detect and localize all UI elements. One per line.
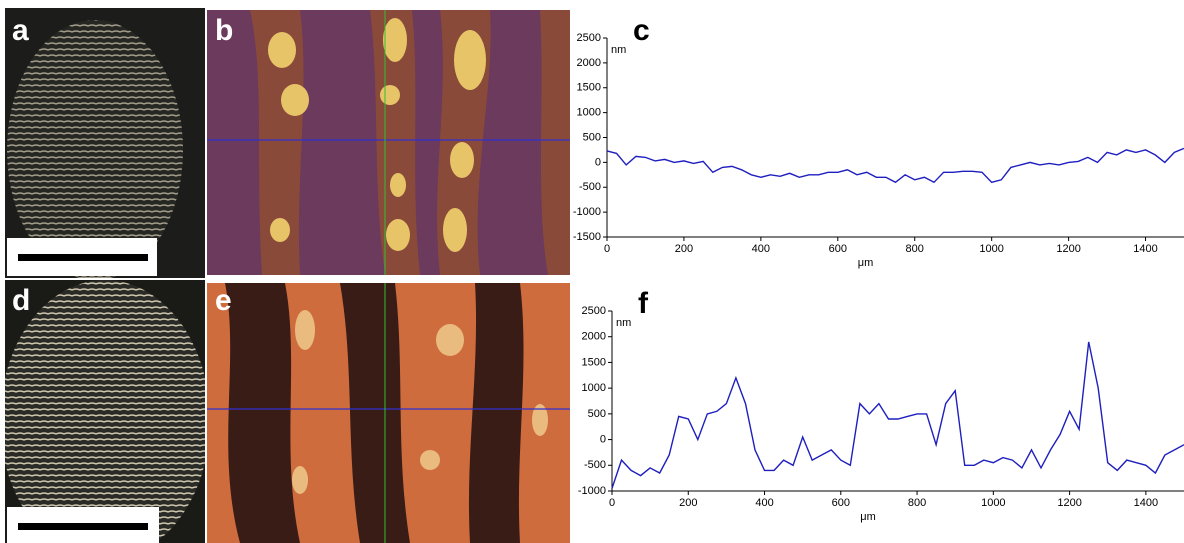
y-tick-label: 0 (595, 156, 601, 168)
y-tick-label: 500 (583, 131, 601, 143)
y-unit: nm (611, 44, 626, 56)
panel-letter: d (12, 284, 30, 317)
x-tick-label: 0 (604, 243, 610, 255)
x-axis-label: μm (858, 257, 874, 269)
y-tick-label: 2500 (582, 305, 606, 317)
y-tick-label: 2500 (577, 32, 601, 44)
panel-letter: c (633, 14, 650, 47)
y-tick-label: 1000 (582, 382, 606, 394)
x-tick-label: 1400 (1133, 243, 1157, 255)
y-tick-label: 0 (600, 433, 606, 445)
panel-letter: e (215, 284, 232, 317)
photo-e (207, 283, 570, 543)
y-tick-label: 1500 (582, 356, 606, 368)
x-tick-label: 1000 (979, 243, 1003, 255)
y-tick-label: -500 (584, 459, 606, 471)
x-tick-label: 1400 (1134, 497, 1158, 509)
y-tick-label: 1000 (577, 107, 601, 119)
x-tick-label: 1200 (1056, 243, 1080, 255)
panel-letter: a (12, 14, 29, 47)
x-tick-label: 400 (755, 497, 773, 509)
y-tick-label: -500 (579, 181, 601, 193)
y-tick-label: 2000 (582, 331, 606, 343)
photo-d (5, 280, 205, 543)
y-tick-label: 1500 (577, 82, 601, 94)
data-line (606, 147, 1184, 184)
y-tick-label: -1000 (578, 485, 606, 497)
x-tick-label: 600 (829, 243, 847, 255)
y-tick-label: -1000 (573, 206, 601, 218)
x-tick-label: 800 (906, 243, 924, 255)
x-tick-label: 600 (832, 497, 850, 509)
x-axis-label: μm (860, 511, 876, 523)
photo-b (207, 10, 570, 275)
y-tick-label: 500 (588, 408, 606, 420)
data-line (611, 341, 1184, 489)
x-tick-label: 200 (675, 243, 693, 255)
panel-letter: b (215, 14, 233, 47)
y-tick-label: 2000 (577, 57, 601, 69)
x-tick-label: 1200 (1057, 497, 1081, 509)
x-tick-label: 0 (609, 497, 615, 509)
panel-letter: f (638, 287, 649, 320)
y-unit: nm (616, 317, 631, 329)
x-tick-label: 800 (908, 497, 926, 509)
x-tick-label: 1000 (981, 497, 1005, 509)
x-tick-label: 200 (679, 497, 697, 509)
photo-a (5, 8, 205, 278)
x-tick-label: 400 (752, 243, 770, 255)
y-tick-label: -1500 (573, 231, 601, 243)
